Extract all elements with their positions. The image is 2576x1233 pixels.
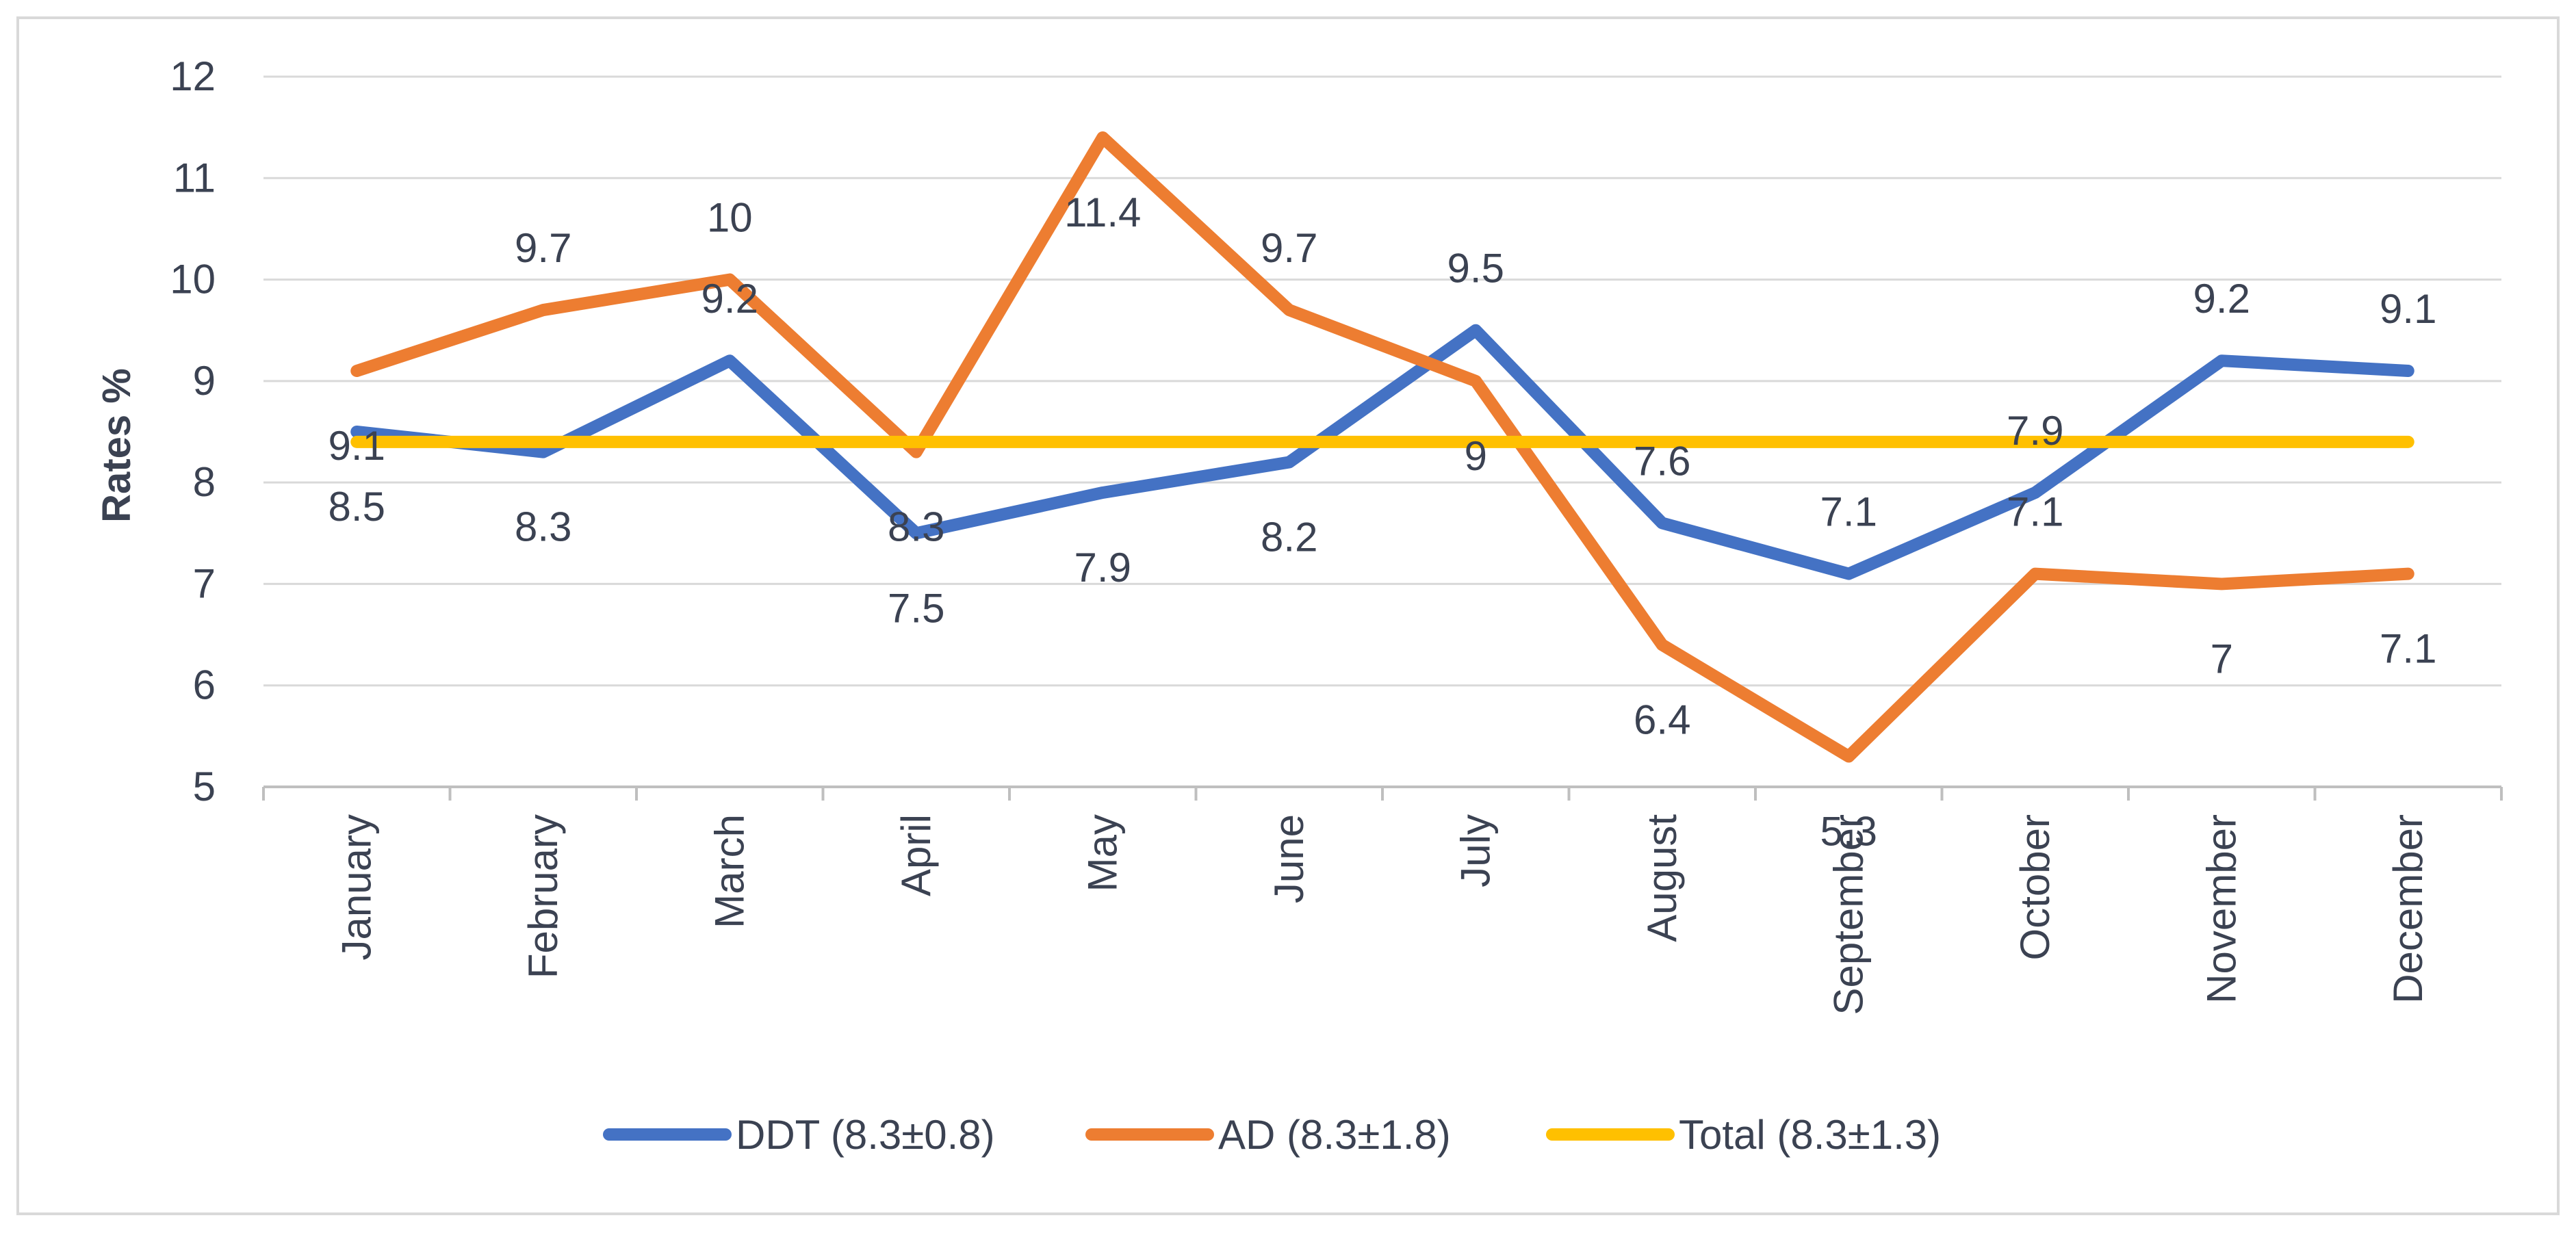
y-tick-label: 12	[170, 53, 216, 99]
y-tick-label: 8	[193, 459, 216, 505]
y-tick-label: 10	[170, 257, 216, 302]
x-tick-label: October	[2012, 814, 2058, 960]
legend-entry: DDT (8.3±0.8)	[736, 1112, 995, 1158]
data-label: 9.2	[2193, 276, 2250, 322]
x-tick-label: September	[1825, 814, 1871, 1015]
x-tick-label: November	[2198, 814, 2244, 1004]
series-line-1	[350, 131, 2414, 763]
series-lines	[350, 131, 2414, 763]
data-labels: 8.5 8.3 9.2 7.5 7.9 8.2 9.5 7.6 7.1 7.9 9.2 9.1 9.1 9…	[329, 190, 2437, 855]
y-tick-label: 6	[193, 662, 216, 708]
data-label: 7	[2211, 636, 2233, 682]
legend-entry: AD (8.3±1.8)	[1218, 1112, 1451, 1158]
x-tick-label: May	[1079, 814, 1125, 892]
x-tick-label: July	[1452, 814, 1498, 887]
x-tick-label: February	[520, 814, 566, 978]
data-label: 9	[1465, 433, 1487, 479]
chart-frame	[16, 16, 2560, 1215]
x-tick-label: January	[333, 814, 379, 960]
axes: 5 6 7 8 9 10 11 12 January February March April May J…	[94, 53, 2503, 1015]
legend-entry: Total (8.3±1.3)	[1679, 1112, 1941, 1158]
data-label: 7.6	[1634, 438, 1690, 484]
x-tick-label: December	[2385, 814, 2431, 1004]
data-label: 9.5	[1447, 246, 1504, 291]
data-label: 8.3	[888, 504, 944, 550]
y-axis-title: Rates %	[94, 368, 139, 523]
series-line-0	[350, 324, 2414, 580]
legend: DDT (8.3±0.8) AD (8.3±1.8) Total (8.3±1.3)	[603, 1112, 1941, 1158]
data-label: 11.4	[1064, 190, 1141, 235]
y-tick-label: 5	[193, 764, 216, 809]
data-label: 8.3	[515, 504, 571, 550]
gridlines	[263, 75, 2501, 788]
y-tick-label: 7	[193, 560, 216, 606]
y-tick-label: 11	[173, 155, 216, 200]
x-tick-label: August	[1639, 814, 1685, 942]
data-label: 8.2	[1261, 514, 1317, 560]
data-label: 7.1	[1820, 489, 1877, 535]
data-label: 9.2	[701, 276, 758, 322]
x-tick-label: April	[893, 814, 939, 896]
x-tick-label: March	[706, 814, 752, 929]
data-label: 7.5	[888, 585, 944, 631]
data-label: 9.7	[1261, 225, 1317, 271]
data-label: 9.7	[515, 225, 571, 271]
data-label: 9.1	[2380, 286, 2436, 332]
data-label: 9.1	[329, 423, 385, 469]
data-label: 7.1	[2007, 489, 2063, 535]
data-label: 10	[707, 195, 753, 241]
data-label: 8.5	[329, 484, 385, 530]
data-label: 7.9	[1074, 545, 1131, 590]
y-tick-label: 9	[193, 358, 216, 404]
data-label: 7.1	[2380, 626, 2436, 672]
data-label: 5.3	[1820, 809, 1877, 855]
data-label: 7.9	[2007, 408, 2063, 454]
data-label: 6.4	[1634, 697, 1690, 742]
x-tick-label: June	[1266, 814, 1312, 903]
